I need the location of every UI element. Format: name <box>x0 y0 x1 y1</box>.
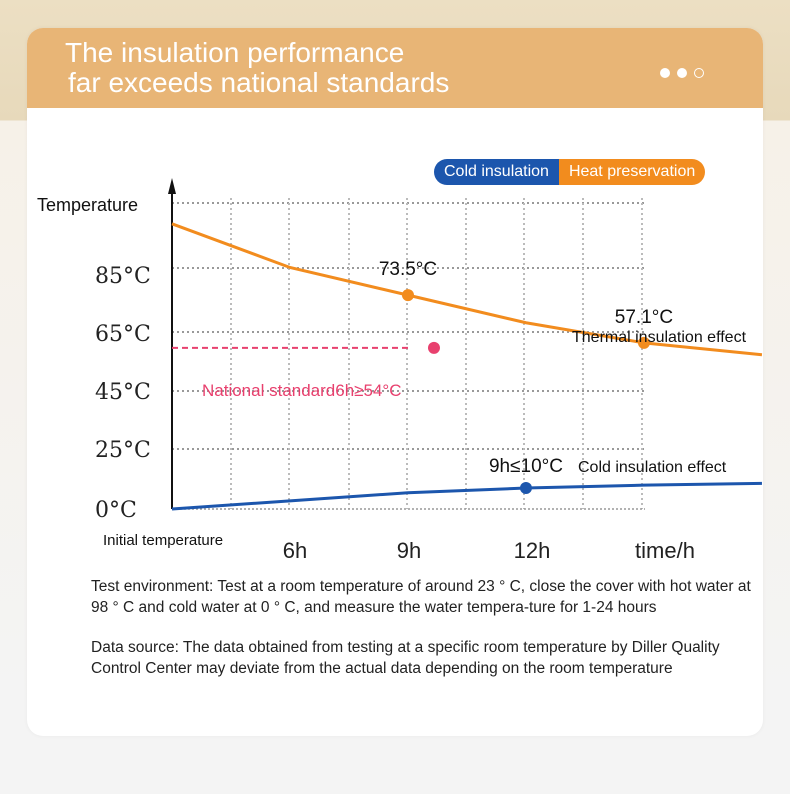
chart-axes: Temperature 85°C 65°C 45°C 25°C 0°C 6h 9h 12h tim… <box>37 178 695 563</box>
pager-dots <box>660 68 704 78</box>
data-point-label: 9h≤10°C <box>489 456 563 477</box>
data-point <box>637 336 650 349</box>
y-tick-label: 25°C <box>95 438 151 463</box>
chart-legend: Cold insulation Heat preservation <box>434 159 706 185</box>
page-title: The insulation performance far exceeds n… <box>65 38 449 98</box>
series-label-heat: Thermal insulation effect <box>572 329 747 346</box>
temperature-chart: Temperature 85°C 65°C 45°C 25°C 0°C 6h 9h 12h tim… <box>37 178 763 563</box>
cold-series-line <box>171 481 762 511</box>
standard-label: National standard6h≥54°C <box>202 381 401 400</box>
test-environment-note: Test environment: Test at a room tempera… <box>91 578 751 616</box>
pager-dot-2[interactable] <box>677 68 687 78</box>
chart-labels: 73.5°C 57.1°C 9h≤10°C Thermal insulation ef… <box>202 259 747 477</box>
chart-series <box>171 222 763 511</box>
title-line-2: far exceeds national standards <box>68 67 450 98</box>
x-origin-label: Initial temperature <box>103 532 223 549</box>
y-axis-label: Temperature <box>37 195 138 215</box>
y-tick-label: 65°C <box>95 322 151 347</box>
y-axis-arrow <box>168 178 176 194</box>
notes: Test environment: Test at a room tempera… <box>91 577 751 699</box>
data-point-label: 57.1°C <box>615 307 673 328</box>
title-line-1: The insulation performance <box>65 37 405 68</box>
chart-grid <box>172 198 645 509</box>
pager-dot-3[interactable] <box>694 68 704 78</box>
data-source-note: Data source: The data obtained from test… <box>91 639 720 677</box>
y-tick-label: 0°C <box>95 498 137 523</box>
y-tick-label: 45°C <box>95 380 151 405</box>
standard-point <box>427 341 440 354</box>
x-tick-label: 9h <box>397 538 421 563</box>
card: The insulation performance far exceeds n… <box>27 28 763 736</box>
legend-cold: Cold insulation <box>434 159 559 185</box>
series-label-cold: Cold insulation effect <box>578 459 727 476</box>
heat-series-line <box>171 222 763 357</box>
x-tick-label: time/h <box>635 538 695 563</box>
data-point <box>401 289 414 302</box>
pager-dot-1[interactable] <box>660 68 670 78</box>
title-banner: The insulation performance far exceeds n… <box>27 28 763 108</box>
legend-heat: Heat preservation <box>558 159 706 185</box>
x-tick-label: 6h <box>283 538 307 563</box>
data-point-label: 73.5°C <box>379 259 437 280</box>
data-point <box>519 482 532 495</box>
y-tick-label: 85°C <box>95 264 151 289</box>
x-tick-label: 12h <box>514 538 551 563</box>
